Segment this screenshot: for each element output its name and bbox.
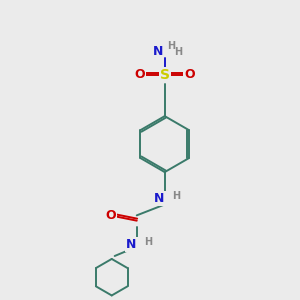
Text: O: O [105, 209, 116, 222]
Text: O: O [184, 68, 195, 81]
Text: N: N [126, 238, 136, 251]
Text: H: H [144, 237, 152, 247]
Text: N: N [153, 45, 164, 58]
Text: O: O [134, 68, 145, 81]
Text: N: N [154, 192, 165, 205]
Text: H: H [167, 41, 175, 51]
Text: H: H [172, 190, 180, 201]
Text: H: H [174, 47, 182, 57]
Text: S: S [160, 68, 170, 82]
